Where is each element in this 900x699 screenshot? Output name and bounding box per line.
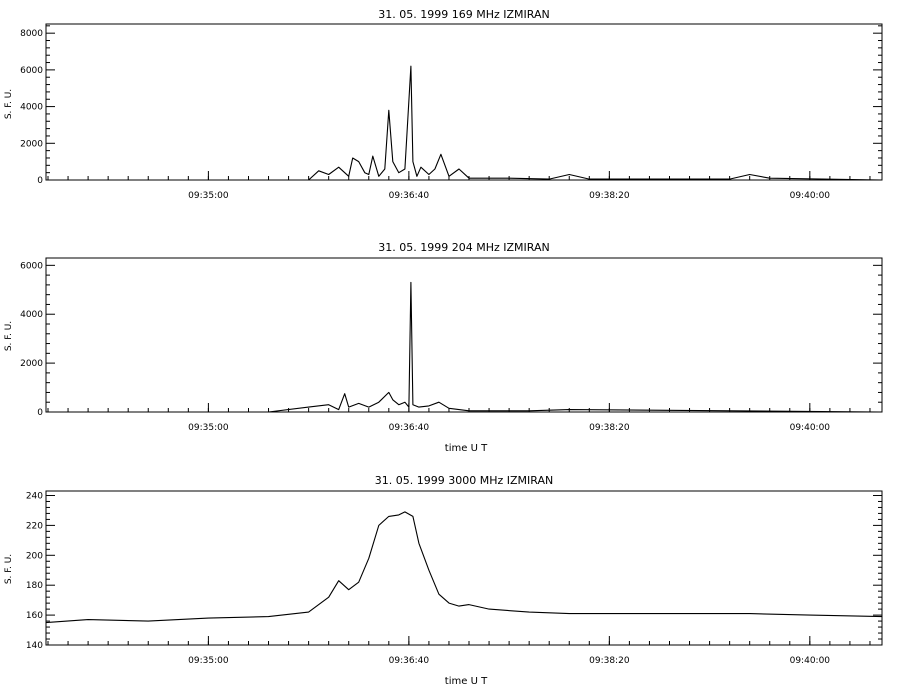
y-tick-label: 6000 [20,261,43,271]
y-axis-label: S. F. U. [4,321,14,351]
x-tick-label: 09:35:00 [188,423,229,433]
x-axis: 09:35:00 09:36:40 09:38:20 09:40:00 [47,636,871,666]
x-tick-label: 09:36:40 [389,656,430,666]
x-tick-label: 09:40:00 [790,191,831,201]
y-tick-label: 2000 [20,359,43,369]
x-tick-label: 09:36:40 [389,423,430,433]
y-tick-label: 180 [26,581,43,591]
x-tick-label: 09:38:20 [589,423,630,433]
x-tick-label: 09:35:00 [188,656,229,666]
plot-frame [45,257,883,413]
x-axis: 09:35:00 09:36:40 09:38:20 09:40:00 [47,403,871,433]
chart-title: 31. 05. 1999 3000 MHz IZMIRAN [375,474,553,487]
chart-panel-3000mhz: 31. 05. 1999 3000 MHz IZMIRAN S. F. U. 1… [4,474,883,687]
plot-frame [45,490,883,646]
y-axis-label: S. F. U. [4,89,14,119]
y-axis: 0 2000 4000 6000 [20,261,882,418]
x-tick-label: 09:38:20 [589,656,630,666]
y-tick-label: 4000 [20,310,43,320]
x-tick-label: 09:40:00 [790,423,831,433]
chart-panel-204mhz: 31. 05. 1999 204 MHz IZMIRAN S. F. U. 0 2… [4,241,883,454]
y-tick-label: 2000 [20,139,43,149]
y-tick-label: 160 [26,611,43,621]
x-tick-label: 09:36:40 [389,191,430,201]
y-axis-label: S. F. U. [4,554,14,584]
y-tick-label: 240 [26,491,43,501]
series-line [45,511,883,624]
x-tick-label: 09:38:20 [589,191,630,201]
y-axis: 0 2000 4000 6000 8000 [20,25,882,186]
y-tick-label: 220 [26,521,43,531]
y-tick-label: 8000 [20,29,43,39]
y-tick-label: 200 [26,551,43,561]
chart-title: 31. 05. 1999 204 MHz IZMIRAN [378,241,549,254]
x-axis-label: time U T [445,676,488,687]
y-tick-label: 0 [37,176,43,186]
y-tick-label: 140 [26,641,43,651]
y-tick-label: 6000 [20,66,43,76]
x-axis-label: time U T [445,443,488,454]
plot-frame [45,23,883,181]
y-tick-label: 0 [37,408,43,418]
chart-panel-169mhz: 31. 05. 1999 169 MHz IZMIRAN S. F. U. 0 2… [4,8,883,201]
y-axis: 140 160 180 200 220 240 [26,491,882,651]
x-tick-label: 09:35:00 [188,191,229,201]
y-tick-label: 4000 [20,103,43,113]
series-line [46,65,883,181]
x-tick-label: 09:40:00 [790,656,831,666]
chart-title: 31. 05. 1999 169 MHz IZMIRAN [378,8,549,21]
series-line [46,281,883,413]
